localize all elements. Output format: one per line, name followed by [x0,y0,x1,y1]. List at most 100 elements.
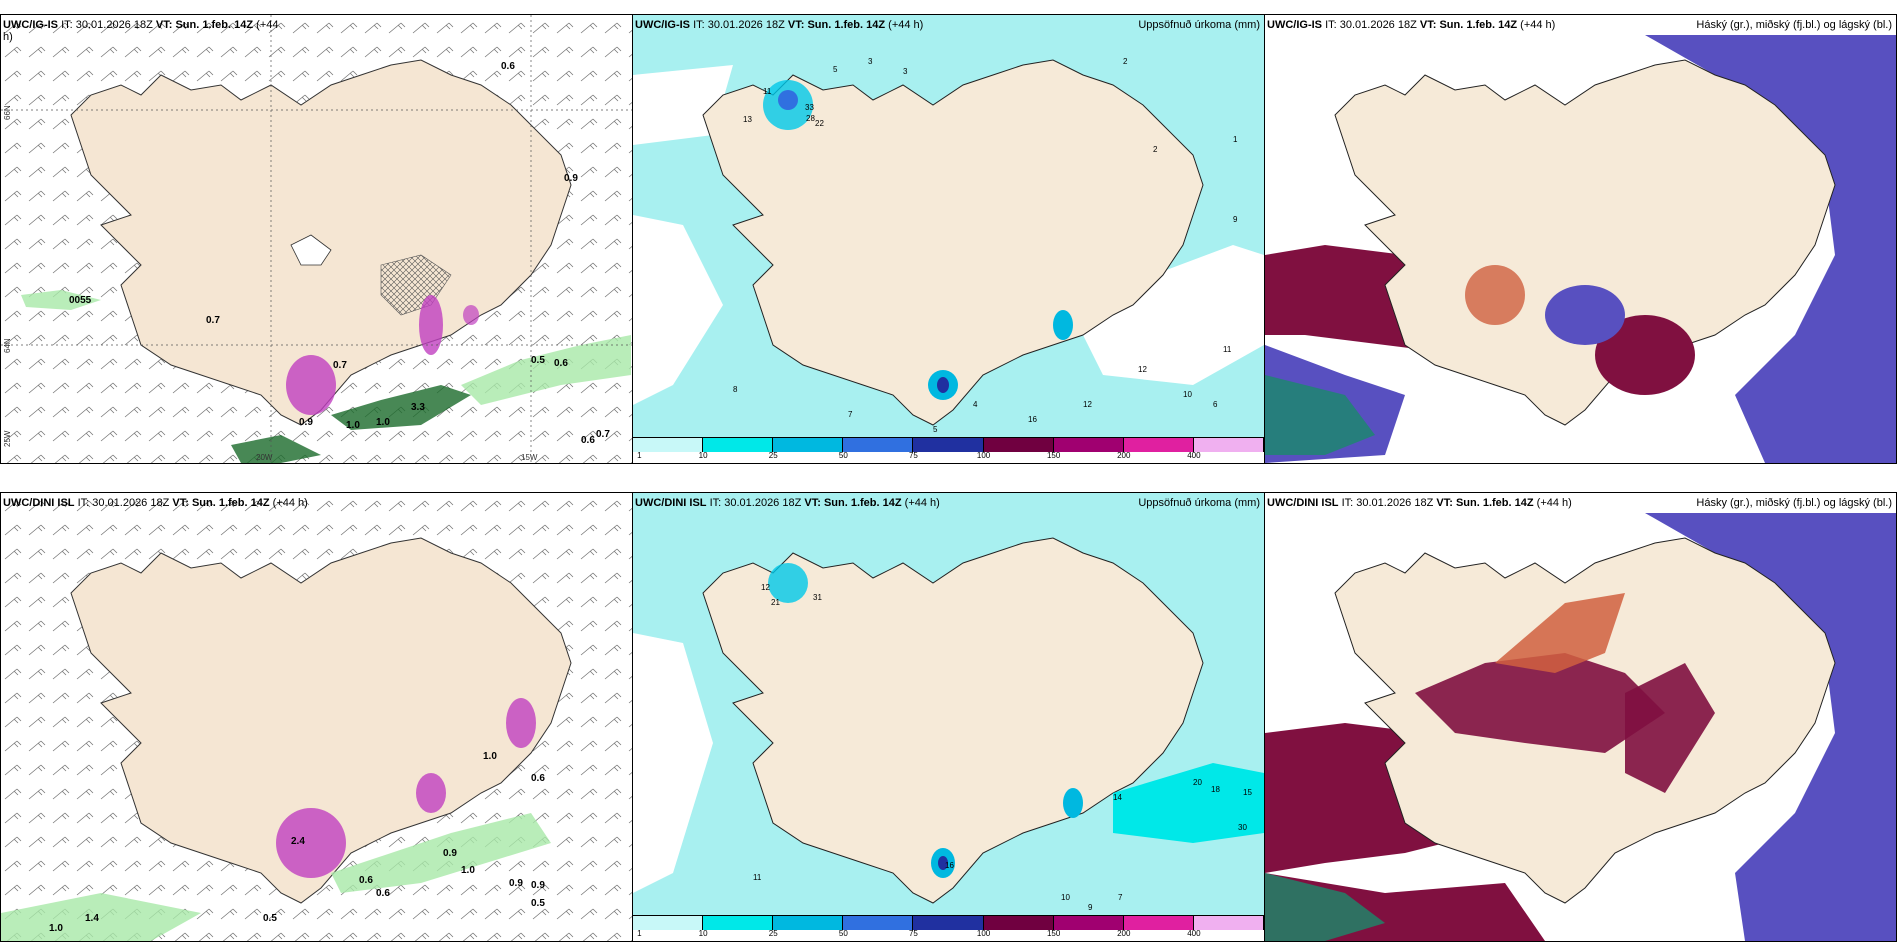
precip-value: 7 [1118,893,1123,902]
map-panel-r1c1: UWC/IG-IS IT: 30.01.2026 18Z VT: Sun. 1.… [0,14,633,464]
wind-value: 2.4 [291,836,305,847]
legend-tick: 25 [768,451,778,460]
wind-value: 0.9 [564,173,578,184]
panel-title-cont: h) [3,31,13,43]
wind-value: 0.6 [501,61,515,72]
wind-value: 0.9 [299,417,313,428]
wind-value: 1.0 [483,751,497,762]
legend-tick: 150 [1046,929,1061,938]
legend-swatch [633,438,704,452]
legend-swatch [1123,438,1194,452]
legend-tick: 150 [1046,451,1061,460]
cloud-map [1265,15,1896,463]
wind-value: 0.5 [531,355,545,366]
legend-swatch [843,438,914,452]
map-panel-r1c2: UWC/IG-IS IT: 30.01.2026 18Z VT: Sun. 1.… [632,14,1265,464]
panel-title: UWC/IG-IS IT: 30.01.2026 18Z VT: Sun. 1.… [3,19,279,31]
precip-value: 11 [753,873,762,882]
precip-value: 5 [933,425,938,434]
panel-title: UWC/IG-IS IT: 30.01.2026 18Z VT: Sun. 1.… [1267,19,1556,31]
legend-swatch [1053,438,1124,452]
wind-value: 0.6 [376,888,390,899]
cloud-map [1265,493,1896,941]
precip-value: 16 [945,861,954,870]
precip-legend: 1 10 25 50 75 100 150 200 400 [633,437,1264,463]
legend-swatch [1123,916,1194,930]
precip-value: 15 [1243,788,1252,797]
legend-swatch [633,916,704,930]
precip-value: 31 [813,593,822,602]
legend-swatch [703,916,774,930]
lon-label: 15W [521,453,538,462]
legend-tick: 10 [698,929,708,938]
lat-label: 66N [3,105,12,120]
precip-value: 10 [1061,893,1070,902]
legend-swatch [913,438,984,452]
wind-map [1,493,632,941]
legend-tick: 1 [637,929,642,938]
precip-value: 8 [733,385,738,394]
precip-value: 4 [973,400,978,409]
legend-swatch [1193,916,1264,930]
legend-tick: 50 [838,929,848,938]
legend-swatch [773,916,844,930]
wind-value: 0.6 [531,773,545,784]
legend-swatch [703,438,774,452]
precip-value: 11 [763,87,772,96]
precip-value: 10 [1183,390,1192,399]
map-panel-r2c3: UWC/DINI ISL IT: 30.01.2026 18Z VT: Sun.… [1264,492,1897,942]
panel-title: UWC/DINI ISL IT: 30.01.2026 18Z VT: Sun.… [635,497,940,509]
legend-swatch [983,438,1054,452]
legend-tick: 400 [1187,929,1201,938]
panel-subtitle: Hásky (gr.), miðský (fj.bl.) og lágský (… [1696,497,1892,509]
precip-value: 3 [903,67,908,76]
precip-value: 9 [1233,215,1238,224]
panel-title: UWC/DINI ISL IT: 30.01.2026 18Z VT: Sun.… [3,497,308,509]
map-panel-r1c3: UWC/IG-IS IT: 30.01.2026 18Z VT: Sun. 1.… [1264,14,1897,464]
precip-value: 11 [1223,345,1232,354]
precip-value: 2 [1123,57,1128,66]
legend-swatch [983,916,1054,930]
lat-label: 25W [3,430,12,447]
precip-value: 12 [761,583,770,592]
wind-value: 0.7 [596,429,610,440]
panel-subtitle: Uppsöfnuð úrkoma (mm) [1138,19,1260,31]
wind-value: 0.9 [531,880,545,891]
legend-tick: 10 [698,451,708,460]
wind-value: 1.0 [376,417,390,428]
wind-value: 1.0 [346,420,360,431]
precip-value: 1 [1233,135,1238,144]
precip-value: 21 [771,598,780,607]
map-panel-r2c2: UWC/DINI ISL IT: 30.01.2026 18Z VT: Sun.… [632,492,1265,942]
legend-tick: 1 [637,451,642,460]
precip-value: 18 [1211,785,1220,794]
legend-tick: 100 [976,929,991,938]
legend-swatch [1193,438,1264,452]
wind-value: 1.0 [461,865,475,876]
wind-value: 0.6 [554,358,568,369]
precip-value: 30 [1238,823,1247,832]
wind-value: 0.9 [509,878,523,889]
legend-tick: 100 [976,451,991,460]
precip-legend: 1 10 25 50 75 100 150 200 400 [633,915,1264,941]
panel-subtitle: Uppsöfnuð úrkoma (mm) [1138,497,1260,509]
precip-value: 12 [1083,400,1092,409]
panel-subtitle: Háský (gr.), miðský (fj.bl.) og lágský (… [1696,19,1892,31]
legend-swatch [773,438,844,452]
precip-value: 14 [1113,793,1122,802]
wind-value: 0.5 [263,913,277,924]
panel-title: UWC/IG-IS IT: 30.01.2026 18Z VT: Sun. 1.… [635,19,924,31]
wind-map [1,15,632,463]
legend-tick: 25 [768,929,778,938]
wind-value: 0.6 [581,435,595,446]
wind-value: 3.3 [411,402,425,413]
legend-tick: 50 [838,451,848,460]
precip-value: 6 [1213,400,1218,409]
legend-swatch [843,916,914,930]
legend-tick: 75 [908,929,918,938]
wind-value: 1.4 [85,913,99,924]
precip-map [633,493,1264,941]
legend-swatch [1053,916,1124,930]
panel-title: UWC/DINI ISL IT: 30.01.2026 18Z VT: Sun.… [1267,497,1572,509]
wind-value: 0.6 [359,875,373,886]
